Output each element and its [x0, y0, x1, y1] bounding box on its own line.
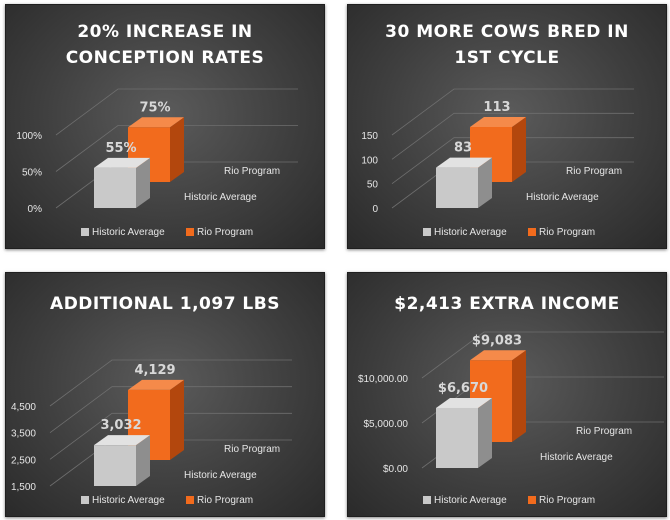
category-label-historic: Historic Average [184, 470, 257, 481]
bar-historic-average [436, 167, 478, 208]
chart-title-line: 1ST CYCLE [454, 48, 559, 68]
y-tick-label: 2,500 [11, 455, 36, 466]
chart-panel-cows-bred: 30 MORE COWS BRED IN 1ST CYCLE 0 50 100 150 11… [347, 4, 667, 249]
bar-historic-average [94, 445, 136, 486]
bar-historic-average [436, 407, 478, 468]
legend-label-historic-average: Historic Average [92, 495, 165, 506]
bar-side-historic-average [136, 157, 150, 208]
legend-label-rio-program: Rio Program [539, 495, 595, 506]
bar-top-historic-average [94, 435, 150, 446]
y-tick-label: 3,500 [11, 429, 36, 440]
chart-svg: 30 MORE COWS BRED IN 1ST CYCLE 0 50 100 150 11… [361, 22, 634, 238]
bar-side-historic-average [136, 435, 150, 486]
bar-top-historic-average [436, 157, 492, 168]
bar-top-rio-program [470, 350, 526, 361]
legend-label-rio-program: Rio Program [197, 227, 253, 238]
y-tick-label: 100 [361, 155, 378, 166]
bar-historic-average [94, 167, 136, 208]
legend-label-rio-program: Rio Program [197, 495, 253, 506]
chart-title-line: 20% INCREASE IN [77, 22, 252, 42]
chart-svg: $2,413 EXTRA INCOME $0.00 $5,000.00 $10,000… [358, 294, 664, 506]
y-tick-label: 4,500 [11, 402, 36, 413]
data-label-historic-average: 83 [454, 141, 472, 156]
y-tick-label: 0 [372, 204, 378, 215]
legend-label-rio-program: Rio Program [539, 227, 595, 238]
data-label-rio-program: 75% [139, 100, 170, 115]
legend-swatch-historic-average [81, 496, 89, 504]
legend-label-historic-average: Historic Average [434, 495, 507, 506]
chart-title-line: ADDITIONAL 1,097 LBS [50, 294, 280, 314]
data-label-rio-program: 4,129 [134, 363, 175, 378]
legend-swatch-rio-program [528, 228, 536, 236]
bar-side-historic-average [478, 157, 492, 208]
category-label-rio: Rio Program [224, 444, 280, 455]
legend-swatch-historic-average [81, 228, 89, 236]
gridline [391, 112, 634, 160]
data-label-historic-average: 3,032 [100, 418, 141, 433]
y-tick-label: $10,000.00 [358, 374, 408, 385]
y-tick-label: 1,500 [11, 482, 36, 493]
y-tick-label: 0% [28, 204, 43, 215]
category-label-historic: Historic Average [184, 192, 257, 203]
gridline [49, 412, 292, 460]
bar-side-rio-program [512, 117, 526, 182]
category-label-historic: Historic Average [540, 452, 613, 463]
chart-panel-additional-lbs: ADDITIONAL 1,097 LBS 1,500 2,500 3,500 4,500… [5, 272, 325, 517]
gridline [49, 386, 292, 433]
y-tick-label: 50% [22, 168, 42, 179]
legend-swatch-rio-program [186, 228, 194, 236]
gridline [391, 137, 634, 184]
data-label-historic-average: $6,670 [438, 381, 488, 396]
bar-top-historic-average [436, 397, 492, 408]
bar-side-rio-program [512, 350, 526, 442]
chart-svg: ADDITIONAL 1,097 LBS 1,500 2,500 3,500 4,500… [11, 294, 292, 506]
legend-swatch-rio-program [528, 496, 536, 504]
bar-top-rio-program [128, 379, 184, 390]
bar-side-rio-program [170, 117, 184, 182]
chart-title-line: $2,413 EXTRA INCOME [394, 294, 620, 314]
bar-side-rio-program [170, 379, 184, 460]
gridline [55, 88, 298, 136]
y-tick-label: $5,000.00 [364, 419, 409, 430]
y-tick-label: 150 [361, 131, 378, 142]
category-label-rio: Rio Program [576, 426, 632, 437]
legend-swatch-historic-average [423, 228, 431, 236]
chart-panel-extra-income: $2,413 EXTRA INCOME $0.00 $5,000.00 $10,000… [347, 272, 667, 517]
chart-title-line: 30 MORE COWS BRED IN [385, 22, 629, 42]
data-label-rio-program: 113 [483, 100, 510, 115]
legend-label-historic-average: Historic Average [434, 227, 507, 238]
legend-swatch-rio-program [186, 496, 194, 504]
chart-panel-conception: 20% INCREASE IN CONCEPTION RATES 0% 50% 100%… [5, 4, 325, 249]
data-label-rio-program: $9,083 [472, 333, 522, 348]
y-tick-label: 50 [367, 180, 379, 191]
gridline [55, 125, 298, 172]
bar-top-rio-program [470, 117, 526, 128]
category-label-historic: Historic Average [526, 192, 599, 203]
legend-label-historic-average: Historic Average [92, 227, 165, 238]
y-tick-label: 100% [16, 131, 42, 142]
y-tick-label: $0.00 [383, 464, 408, 475]
category-label-rio: Rio Program [224, 166, 280, 177]
gridline [421, 331, 664, 379]
chart-title-line: CONCEPTION RATES [66, 48, 265, 68]
data-label-historic-average: 55% [105, 141, 136, 156]
gridline [391, 88, 634, 136]
gridline [49, 359, 292, 407]
category-label-rio: Rio Program [566, 166, 622, 177]
bar-side-historic-average [478, 397, 492, 468]
chart-svg: 20% INCREASE IN CONCEPTION RATES 0% 50% 100%… [16, 22, 298, 238]
legend-swatch-historic-average [423, 496, 431, 504]
bar-top-rio-program [128, 117, 184, 128]
bar-top-historic-average [94, 157, 150, 168]
